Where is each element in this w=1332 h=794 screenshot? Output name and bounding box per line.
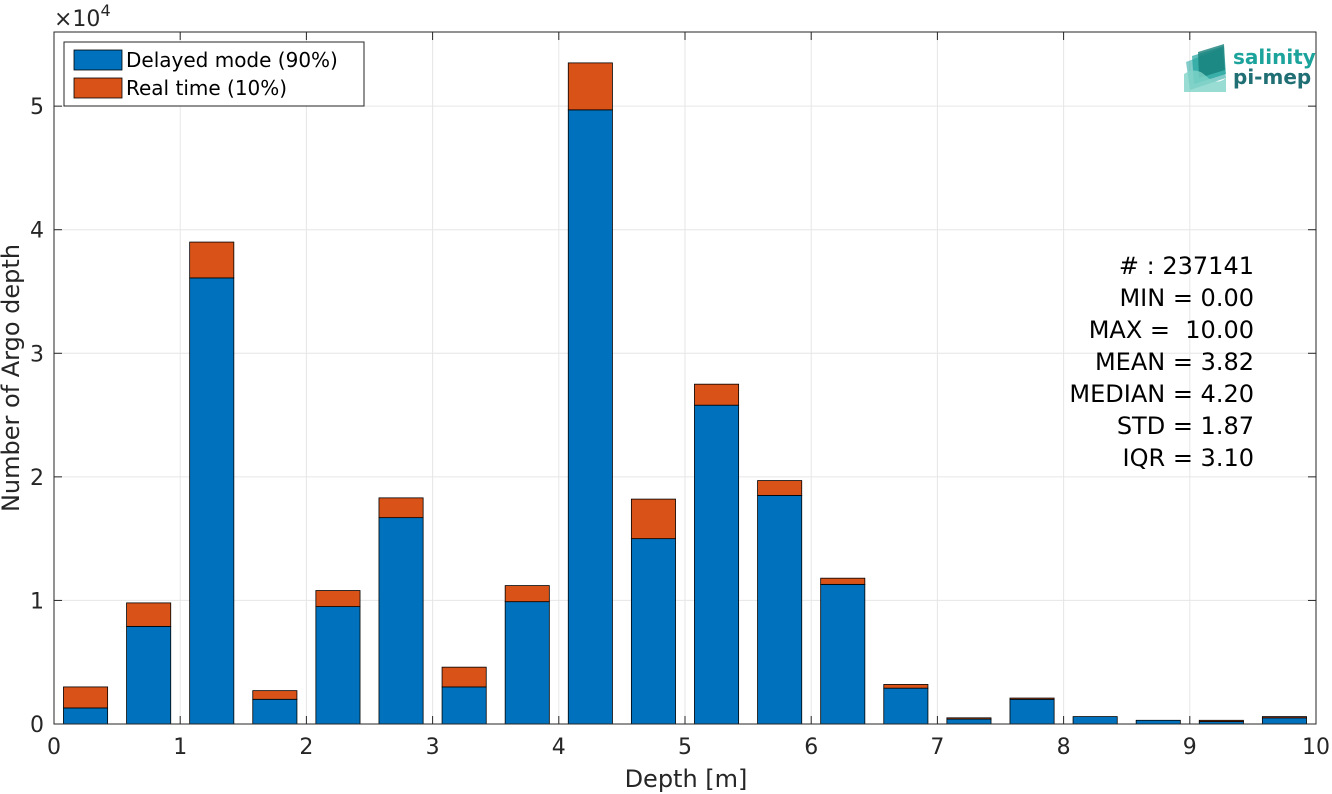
bar-real-time — [757, 480, 803, 496]
stats-line: MEAN = 3.82 — [1095, 348, 1254, 376]
bar-delayed-mode — [189, 277, 235, 725]
y-tick-label: 2 — [30, 466, 44, 491]
bar-real-time — [820, 577, 866, 585]
salinity-pi-mep-logo: salinity pi-mep — [1184, 44, 1316, 92]
bar-real-time — [946, 717, 992, 720]
bar-real-time — [694, 383, 740, 406]
stats-line: STD = 1.87 — [1117, 412, 1254, 440]
bar-real-time — [252, 690, 298, 700]
x-tick-label: 8 — [1057, 735, 1071, 760]
bar-real-time — [441, 666, 487, 688]
bar-real-time — [126, 602, 172, 627]
bar-real-time — [315, 590, 361, 608]
stats-line: MIN = 0.00 — [1119, 284, 1254, 312]
bar-real-time — [1198, 719, 1244, 722]
legend-label-delayed: Delayed mode (90%) — [126, 48, 338, 72]
bar-delayed-mode — [504, 601, 550, 725]
y-tick-label: 3 — [30, 342, 44, 367]
bar-real-time — [504, 585, 550, 603]
bar-delayed-mode — [252, 698, 298, 725]
bar-delayed-mode — [630, 538, 676, 725]
y-axis-exponent-prefix: ×10 — [54, 7, 100, 32]
bar-delayed-mode — [378, 517, 424, 725]
x-tick-label: 6 — [804, 735, 818, 760]
y-tick-label: 0 — [30, 713, 44, 738]
bar-delayed-mode — [126, 625, 172, 725]
bar-delayed-mode — [946, 718, 992, 725]
bar-delayed-mode — [757, 494, 803, 725]
bar-delayed-mode — [1009, 698, 1055, 725]
legend-label-realtime: Real time (10%) — [126, 76, 287, 100]
y-tick-label: 1 — [30, 589, 44, 614]
logo-text-salinity: salinity — [1233, 45, 1316, 69]
bar-real-time — [1009, 697, 1055, 700]
bar-real-time — [630, 498, 676, 540]
x-axis: 0 1 2 3 4 5 6 7 8 9 10 — [47, 32, 1330, 760]
stats-line: # : 237141 — [1119, 252, 1254, 280]
bar-real-time — [189, 241, 235, 279]
bar-delayed-mode — [1072, 716, 1118, 725]
y-axis-label: Number of Argo depth — [0, 244, 25, 512]
bar-delayed-mode — [1135, 719, 1181, 725]
bar-delayed-mode — [315, 606, 361, 725]
x-tick-label: 7 — [930, 735, 944, 760]
bar-real-time — [567, 62, 613, 111]
legend-swatch-delayed — [73, 49, 123, 71]
logo-text-pi-mep: pi-mep — [1233, 65, 1311, 89]
bar-delayed-mode — [694, 404, 740, 725]
x-tick-label: 9 — [1183, 735, 1197, 760]
stats-line: MEDIAN = 4.20 — [1069, 380, 1254, 408]
x-tick-label: 4 — [552, 735, 566, 760]
bar-delayed-mode — [63, 707, 109, 725]
bar-real-time — [378, 497, 424, 519]
legend-swatch-realtime — [73, 77, 123, 99]
x-axis-label: Depth [m] — [625, 765, 748, 793]
logo-mark-icon — [1184, 44, 1226, 92]
y-axis: 0 1 2 3 4 5 — [30, 95, 1316, 738]
bar-delayed-mode — [1261, 717, 1307, 725]
y-axis-exponent-power: 4 — [100, 1, 110, 20]
bar-delayed-mode — [567, 109, 613, 725]
bar-delayed-mode — [883, 687, 929, 725]
y-axis-exponent: ×104 — [54, 1, 111, 32]
legend: Delayed mode (90%) Real time (10%) — [63, 41, 365, 107]
x-tick-label: 5 — [678, 735, 692, 760]
bar-real-time — [63, 686, 109, 709]
stats-line: IQR = 3.10 — [1123, 444, 1254, 472]
grid-lines — [53, 32, 1317, 725]
bar-delayed-mode — [441, 686, 487, 725]
bar-real-time — [883, 684, 929, 689]
y-tick-label: 5 — [30, 95, 44, 120]
x-tick-label: 3 — [426, 735, 440, 760]
x-tick-label: 0 — [47, 735, 61, 760]
bars — [63, 62, 1307, 725]
stats-line: MAX = 10.00 — [1089, 316, 1254, 344]
x-tick-label: 2 — [299, 735, 313, 760]
bar-real-time — [1261, 716, 1307, 719]
x-tick-label: 10 — [1302, 735, 1330, 760]
bar-delayed-mode — [820, 583, 866, 725]
stats-box: # : 237141 MIN = 0.00 MAX = 10.00 MEAN = 3.… — [1069, 252, 1254, 472]
x-tick-label: 1 — [173, 735, 187, 760]
y-tick-label: 4 — [30, 219, 44, 244]
